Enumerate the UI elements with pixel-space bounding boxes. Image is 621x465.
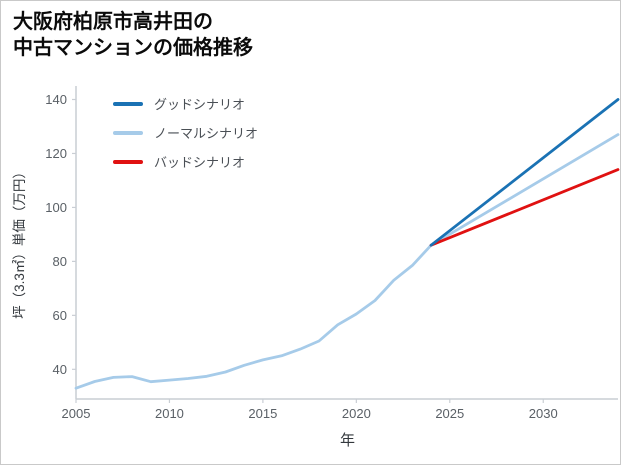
series-line-bad-scenario	[429, 168, 620, 247]
chart-title-line2: 中古マンションの価格推移	[13, 37, 253, 60]
legend-swatch-normal-scenario	[113, 130, 143, 135]
y-tick-label: 80	[53, 254, 67, 269]
y-axis-title: 坪（3.3㎡）単価（万円）	[12, 165, 27, 319]
chart-title: 大阪府柏原市高井田の 中古マンションの価格推移	[13, 9, 253, 62]
x-tick-label: 2005	[62, 406, 91, 421]
x-tick-label: 2025	[435, 406, 464, 421]
x-tick-label: 2020	[342, 406, 371, 421]
series-line-good-scenario	[429, 98, 620, 247]
y-tick-label: 120	[45, 146, 67, 161]
legend-label-bad-scenario: バッドシナリオ	[154, 155, 246, 170]
legend-item-normal-scenario: ノーマルシナリオ	[113, 123, 258, 142]
y-tick-label: 60	[53, 308, 67, 323]
legend-swatch-good-scenario	[113, 101, 143, 106]
legend-item-bad-scenario: バッドシナリオ	[113, 152, 258, 171]
chart-title-line1: 大阪府柏原市高井田の	[13, 11, 213, 33]
legend-item-good-scenario: グッドシナリオ	[113, 94, 258, 113]
y-tick-label: 40	[53, 362, 67, 377]
legend-label-good-scenario: グッドシナリオ	[154, 97, 246, 112]
chart-legend: グッドシナリオ ノーマルシナリオ バッドシナリオ	[113, 94, 258, 171]
legend-label-normal-scenario: ノーマルシナリオ	[154, 126, 259, 141]
legend-swatch-bad-scenario	[113, 159, 143, 164]
x-tick-label: 2010	[155, 406, 184, 421]
x-axis-title: 年	[339, 432, 355, 449]
x-tick-label: 2015	[248, 406, 277, 421]
y-tick-label: 140	[45, 92, 67, 107]
x-tick-label: 2030	[529, 406, 558, 421]
series-line-normal-scenario	[74, 133, 620, 390]
y-tick-label: 100	[45, 200, 67, 215]
